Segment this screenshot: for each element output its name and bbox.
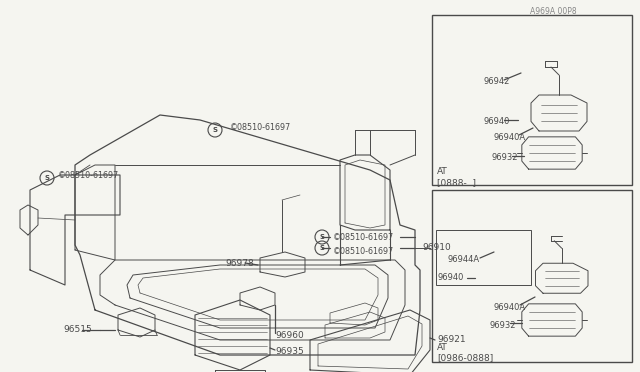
Text: S: S: [212, 127, 218, 133]
Text: AT: AT: [437, 167, 448, 176]
Text: 96978: 96978: [225, 259, 253, 267]
Text: AT: AT: [437, 343, 448, 352]
Text: 96910: 96910: [422, 244, 451, 253]
Text: S: S: [45, 175, 49, 181]
Text: [0888-  ]: [0888- ]: [437, 179, 476, 187]
Text: [0986-0888]: [0986-0888]: [437, 353, 493, 362]
Text: ©08510-61697: ©08510-61697: [58, 170, 119, 180]
Text: S: S: [319, 234, 324, 240]
Text: 96940A: 96940A: [493, 132, 525, 141]
Text: 96932: 96932: [489, 321, 515, 330]
Text: A969A 00P8: A969A 00P8: [530, 7, 577, 16]
Text: ©08510-61697: ©08510-61697: [333, 234, 394, 243]
Text: S: S: [319, 245, 324, 251]
Text: 96940A: 96940A: [493, 302, 525, 311]
Text: 96940: 96940: [484, 118, 510, 126]
Bar: [432, 190, 632, 362]
Text: 96944A: 96944A: [447, 256, 479, 264]
Bar: [436, 230, 531, 285]
Text: ©08510-61697: ©08510-61697: [333, 247, 394, 256]
Text: 96960: 96960: [275, 330, 304, 340]
Text: 96932: 96932: [491, 154, 518, 163]
Text: 96942: 96942: [484, 77, 510, 87]
Text: 96515: 96515: [63, 326, 92, 334]
Text: 96921: 96921: [437, 336, 466, 344]
Text: 96940: 96940: [437, 273, 463, 282]
Text: 96935: 96935: [275, 347, 304, 356]
Bar: [432, 15, 632, 185]
Text: ©08510-61697: ©08510-61697: [230, 122, 291, 131]
